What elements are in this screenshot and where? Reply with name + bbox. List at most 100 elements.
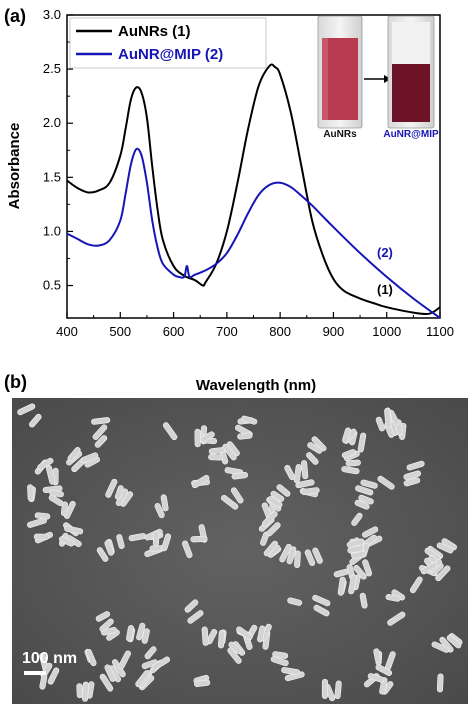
- nanorod: [85, 648, 97, 667]
- nanorod: [361, 526, 379, 538]
- vial-aunr-mip-label: AuNR@MIP: [383, 129, 439, 140]
- nanorod: [348, 574, 357, 595]
- sem-image: 100 nm: [12, 398, 468, 704]
- scale-bar-label: 100 nm: [22, 650, 77, 667]
- legend-label-aunrs: AuNRs (1): [118, 23, 191, 40]
- nanorod: [342, 427, 352, 444]
- nanorod: [295, 479, 315, 489]
- nanorod: [313, 604, 330, 617]
- nanorod: [160, 494, 169, 512]
- nanorod: [436, 542, 454, 554]
- nanorod: [184, 599, 199, 613]
- nanorod: [351, 550, 367, 559]
- nanorod: [312, 547, 323, 564]
- nanorod: [152, 530, 160, 547]
- nanorod: [208, 447, 226, 455]
- nanorod: [270, 490, 285, 502]
- nanorod: [355, 485, 374, 496]
- nanorod: [58, 536, 75, 547]
- nanorod: [82, 681, 89, 702]
- nanorod: [241, 415, 258, 425]
- x-tick-label: 800: [269, 324, 291, 339]
- nanorod: [144, 646, 157, 660]
- nanorod: [286, 546, 297, 565]
- nanorod: [187, 610, 204, 624]
- nanorod: [104, 664, 116, 682]
- nanorod: [201, 626, 209, 646]
- legend-box: [69, 17, 267, 69]
- nanorod: [373, 648, 382, 664]
- x-axis-ticks: 400 500 600 700 800 900 1000 1100: [56, 312, 454, 339]
- nanorod: [27, 484, 34, 502]
- y-tick-label: 0.5: [43, 278, 61, 293]
- nanorod: [161, 533, 172, 552]
- nanorod: [334, 680, 342, 700]
- nanorod: [27, 517, 47, 528]
- nanorod: [446, 634, 462, 649]
- annotation-curve-1: (1): [377, 282, 393, 297]
- nanorod: [194, 679, 211, 688]
- nanorod: [114, 485, 124, 500]
- nanorod: [337, 576, 346, 596]
- nanorod: [375, 416, 386, 432]
- nanorod: [37, 457, 54, 471]
- panel-a-label: (a): [4, 6, 26, 26]
- nanorod: [321, 678, 329, 700]
- nanorod: [29, 413, 42, 428]
- nanorod: [403, 470, 422, 480]
- nanorod: [385, 593, 401, 602]
- nanorod: [64, 525, 84, 535]
- y-axis-ticks: 0.5 1.0 1.5 2.0 2.5 3.0: [43, 7, 73, 293]
- nanorod: [304, 549, 316, 566]
- nanorods: [17, 403, 463, 702]
- y-tick-label: 3.0: [43, 7, 61, 22]
- nanorod: [353, 564, 367, 580]
- nanorod: [279, 543, 292, 563]
- x-tick-label: 600: [163, 324, 185, 339]
- nanorod: [67, 447, 81, 462]
- nanorod: [267, 496, 283, 508]
- series-line-aunrs: [66, 63, 441, 316]
- y-axis-title: Absorbance: [6, 123, 23, 210]
- nanorod: [227, 647, 242, 664]
- nanorod: [118, 650, 131, 670]
- nanorod: [94, 435, 108, 448]
- nanorod: [91, 417, 111, 425]
- nanorod: [191, 474, 210, 489]
- y-tick-label: 2.0: [43, 115, 61, 130]
- nanorod: [307, 442, 323, 454]
- nanorod: [387, 611, 406, 626]
- x-tick-label: 500: [109, 324, 131, 339]
- nanorod: [287, 597, 303, 606]
- inset-vials-photo: AuNRs AuNR@MIP: [317, 15, 439, 140]
- nanorod: [362, 559, 373, 577]
- nanorod: [34, 512, 51, 520]
- nanorod: [141, 659, 158, 670]
- nanorod: [105, 478, 118, 498]
- nanorod: [261, 511, 278, 527]
- vial-aunr-mip: [387, 15, 435, 129]
- nanorod: [99, 618, 114, 633]
- nanorod: [377, 475, 395, 490]
- nanorod: [367, 673, 385, 683]
- nanorod: [17, 403, 36, 416]
- nanorod: [99, 673, 114, 692]
- nanorod: [358, 494, 374, 505]
- nanorod: [293, 464, 302, 484]
- nanorod: [199, 431, 215, 443]
- nanorod: [403, 477, 421, 487]
- nanorod: [237, 432, 253, 440]
- nanorod: [357, 432, 367, 453]
- nanorod: [231, 472, 249, 480]
- nanorod: [359, 592, 368, 609]
- nanorod: [76, 683, 83, 699]
- nanorod: [312, 594, 331, 607]
- nanorod: [284, 464, 296, 481]
- nanorod: [80, 452, 99, 464]
- right-arrow-icon: [364, 75, 391, 83]
- legend-label-aunr-mip: AuNR@MIP (2): [118, 46, 223, 63]
- nanorod: [104, 540, 115, 556]
- nanorod: [126, 625, 135, 642]
- nanorod: [230, 487, 244, 504]
